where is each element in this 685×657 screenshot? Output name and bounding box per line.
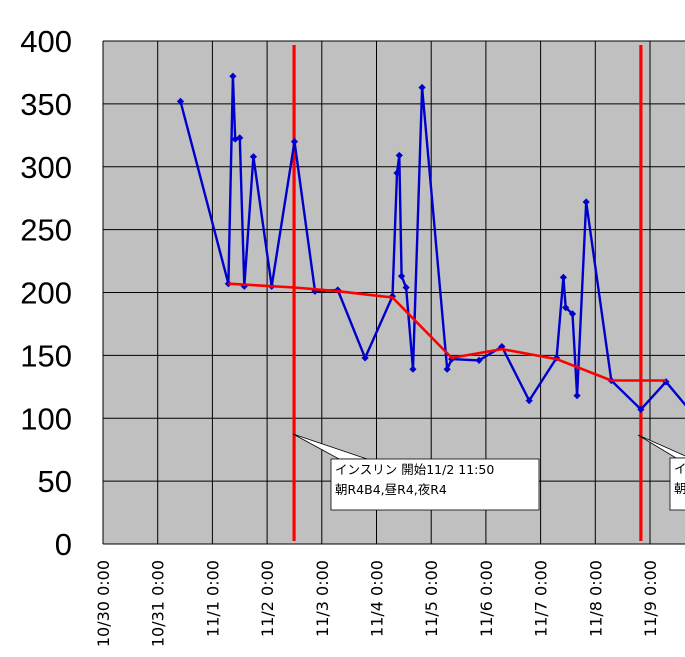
data-point-marker	[397, 272, 406, 280]
data-point-marker	[290, 138, 299, 146]
y-tick-label: 200	[20, 276, 72, 311]
data-point-marker	[418, 83, 426, 92]
data-point-marker	[393, 169, 401, 177]
data-point-marker	[240, 282, 248, 290]
x-tick-label: 10/30 0:00	[94, 560, 113, 647]
event-marker-lines	[292, 45, 643, 541]
y-tick-label: 300	[20, 150, 72, 185]
data-point-marker	[443, 365, 451, 373]
callout-box	[669, 457, 685, 511]
x-tick-label: 11/6 0:00	[477, 560, 496, 637]
data-point-marker	[224, 280, 232, 288]
callout-box	[330, 458, 540, 511]
y-tick-label: 150	[20, 338, 72, 373]
callout-text-line1: インスリン 開始11/2 11:50	[335, 462, 494, 477]
y-tick-label: 50	[38, 464, 72, 499]
insulin-start-callout: インスリン 開始11/2 11:50 朝R4B4,昼R4,夜R4	[292, 433, 540, 511]
y-tick-label: 350	[20, 87, 72, 122]
data-series	[176, 72, 685, 414]
data-point-marker	[559, 273, 567, 282]
x-tick-label: 11/5 0:00	[422, 560, 441, 637]
data-point-marker	[525, 397, 533, 405]
x-tick-label: 11/2 0:00	[258, 560, 277, 637]
data-point-marker	[573, 392, 581, 400]
y-axis-tick-labels: 0 50 100 150 200 250 300 350 400	[20, 24, 72, 562]
glucose-series-line	[179, 74, 685, 411]
data-point-marker	[395, 151, 403, 160]
average-series-line	[228, 282, 666, 382]
x-axis-tick-labels: 10/30 0:00 10/31 0:00 11/1 0:00 11/2 0:00 11…	[94, 560, 660, 647]
data-point-marker	[562, 303, 570, 312]
data-point-marker	[402, 283, 410, 292]
y-tick-label: 0	[55, 527, 72, 562]
data-point-marker	[249, 153, 258, 161]
data-point-marker	[582, 198, 590, 206]
data-point-marker	[361, 354, 369, 362]
x-tick-label: 10/31 0:00	[149, 560, 168, 647]
x-tick-label: 11/3 0:00	[313, 560, 332, 637]
data-point-marker	[409, 365, 417, 373]
y-tick-label: 250	[20, 213, 72, 248]
y-tick-label: 100	[20, 401, 72, 436]
callout-text-line2: 朝	[674, 481, 685, 496]
x-tick-label: 11/4 0:00	[368, 560, 387, 637]
second-callout: イ 朝	[637, 434, 685, 511]
x-tick-label: 11/7 0:00	[532, 560, 551, 637]
data-point-marker	[568, 310, 577, 318]
x-tick-label: 11/8 0:00	[586, 560, 605, 637]
data-point-marker	[236, 134, 244, 142]
y-tick-label: 400	[20, 24, 72, 59]
callout-text-line2: 朝R4B4,昼R4,夜R4	[335, 482, 447, 497]
data-point-marker	[229, 72, 237, 80]
data-point-marker	[176, 97, 185, 105]
data-point-marker	[475, 356, 483, 365]
horizontal-gridlines	[103, 40, 685, 545]
data-point-marker	[637, 405, 645, 414]
x-tick-label: 11/9 0:00	[641, 560, 660, 637]
x-tick-label: 11/1 0:00	[203, 560, 222, 637]
callout-text-line1: イ	[674, 461, 685, 476]
